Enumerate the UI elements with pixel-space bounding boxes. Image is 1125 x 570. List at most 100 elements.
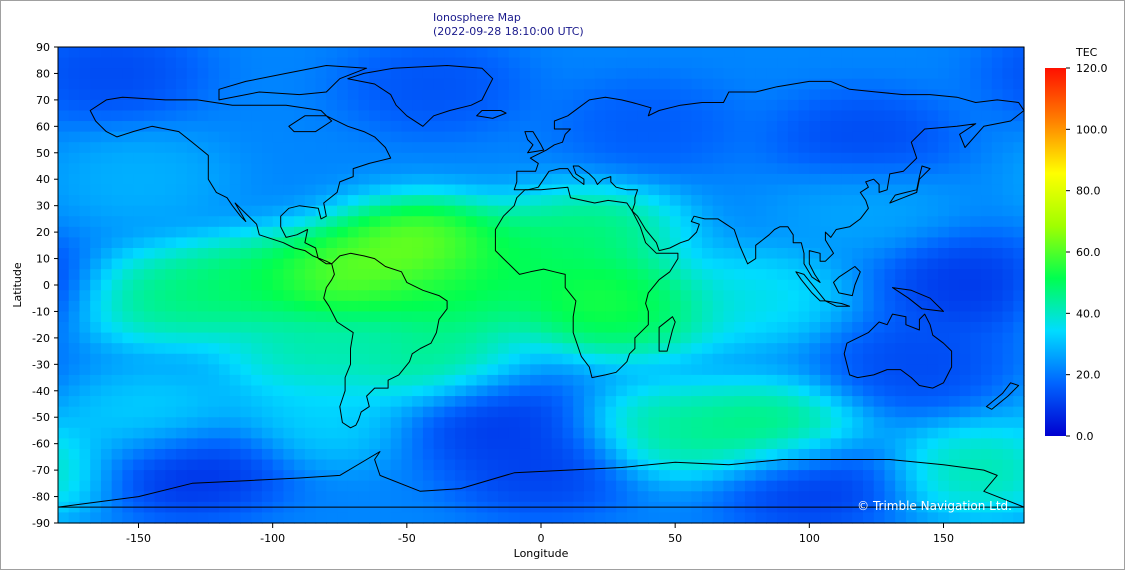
heatmap-cell xyxy=(455,343,467,355)
heatmap-cell xyxy=(798,290,810,302)
heatmap-cell xyxy=(154,57,166,69)
heatmap-cell xyxy=(261,226,274,238)
heatmap-cell xyxy=(143,258,156,270)
heatmap-cell xyxy=(251,269,263,281)
heatmap-cell xyxy=(830,205,843,217)
heatmap-cell xyxy=(498,396,510,408)
heatmap-cell xyxy=(143,163,156,175)
heatmap-cell xyxy=(186,353,199,365)
heatmap-cell xyxy=(79,374,91,387)
heatmap-cell xyxy=(294,448,306,461)
heatmap-cell xyxy=(294,491,306,503)
heatmap-cell xyxy=(433,459,445,471)
heatmap-cell xyxy=(58,47,70,59)
heatmap-cell xyxy=(648,57,660,69)
heatmap-cell xyxy=(734,459,746,471)
heatmap-cell xyxy=(712,163,725,175)
heatmap-cell xyxy=(702,343,714,355)
heatmap-cell xyxy=(111,438,123,450)
heatmap-cell xyxy=(304,99,317,112)
heatmap-cell xyxy=(691,290,703,302)
heatmap-cell xyxy=(605,353,617,365)
heatmap-cell xyxy=(530,406,542,418)
heatmap-cell xyxy=(830,57,843,69)
heatmap-cell xyxy=(905,300,918,313)
heatmap-cell xyxy=(465,78,478,90)
heatmap-cell xyxy=(326,512,338,524)
heatmap-cell xyxy=(208,322,220,334)
heatmap-cell xyxy=(380,68,392,80)
heatmap-cell xyxy=(261,279,274,291)
heatmap-cell xyxy=(283,173,295,186)
heatmap-cell xyxy=(465,396,478,408)
heatmap-cell xyxy=(712,438,725,450)
heatmap-cell xyxy=(208,438,220,450)
heatmap-cell xyxy=(863,300,875,313)
heatmap-cell xyxy=(154,110,166,122)
heatmap-cell xyxy=(444,89,456,101)
heatmap-cell xyxy=(626,131,639,143)
heatmap-cell xyxy=(154,438,166,450)
heatmap-cell xyxy=(337,226,349,238)
heatmap-cell xyxy=(895,110,907,122)
heatmap-cell xyxy=(229,216,242,228)
heatmap-cell xyxy=(79,57,91,69)
heatmap-cell xyxy=(648,258,660,270)
heatmap-cell xyxy=(455,47,467,59)
heatmap-cell xyxy=(508,332,521,344)
heatmap-cell xyxy=(959,417,971,429)
heatmap-cell xyxy=(455,279,467,291)
heatmap-cell xyxy=(369,343,381,355)
heatmap-cell xyxy=(830,216,843,228)
heatmap-cell xyxy=(777,78,789,90)
heatmap-cell xyxy=(315,470,327,482)
heatmap-cell xyxy=(326,57,338,69)
heatmap-cell xyxy=(605,258,617,270)
heatmap-cell xyxy=(412,269,424,281)
heatmap-cell xyxy=(702,480,714,492)
heatmap-cell xyxy=(79,131,91,143)
heatmap-cell xyxy=(358,396,370,408)
heatmap-cell xyxy=(616,438,628,450)
heatmap-cell xyxy=(895,427,907,439)
heatmap-cell xyxy=(111,226,123,238)
heatmap-cell xyxy=(863,57,875,69)
heatmap-cell xyxy=(616,332,628,344)
heatmap-cell xyxy=(541,332,553,344)
heatmap-cell xyxy=(852,99,864,112)
heatmap-cell xyxy=(637,226,649,238)
heatmap-cell xyxy=(755,427,767,439)
heatmap-cell xyxy=(530,237,542,249)
heatmap-cell xyxy=(433,57,445,69)
heatmap-cell xyxy=(680,438,692,450)
heatmap-cell xyxy=(895,448,907,461)
heatmap-cell xyxy=(304,385,317,397)
heatmap-cell xyxy=(111,470,123,482)
heatmap-cell xyxy=(444,406,456,418)
heatmap-cell xyxy=(970,448,982,461)
heatmap-cell xyxy=(583,47,596,59)
heatmap-cell xyxy=(605,99,617,112)
heatmap-cell xyxy=(358,417,370,429)
heatmap-cell xyxy=(734,322,746,334)
heatmap-cell xyxy=(551,417,564,429)
heatmap-cell xyxy=(583,269,596,281)
heatmap-cell xyxy=(508,343,521,355)
heatmap-cell xyxy=(519,47,531,59)
heatmap-cell xyxy=(326,269,338,281)
heatmap-cell xyxy=(755,438,767,450)
heatmap-cell xyxy=(326,89,338,101)
heatmap-cell xyxy=(723,353,735,365)
heatmap-cell xyxy=(766,427,778,439)
heatmap-cell xyxy=(787,99,800,112)
heatmap-cell xyxy=(669,184,682,196)
heatmap-cell xyxy=(498,216,510,228)
heatmap-cell xyxy=(79,216,91,228)
heatmap-cell xyxy=(916,195,928,207)
heatmap-cell xyxy=(669,47,682,59)
heatmap-cell xyxy=(176,237,188,249)
heatmap-cell xyxy=(197,47,209,59)
heatmap-cell xyxy=(433,173,445,186)
heatmap-cell xyxy=(390,184,403,196)
heatmap-cell xyxy=(852,491,864,503)
